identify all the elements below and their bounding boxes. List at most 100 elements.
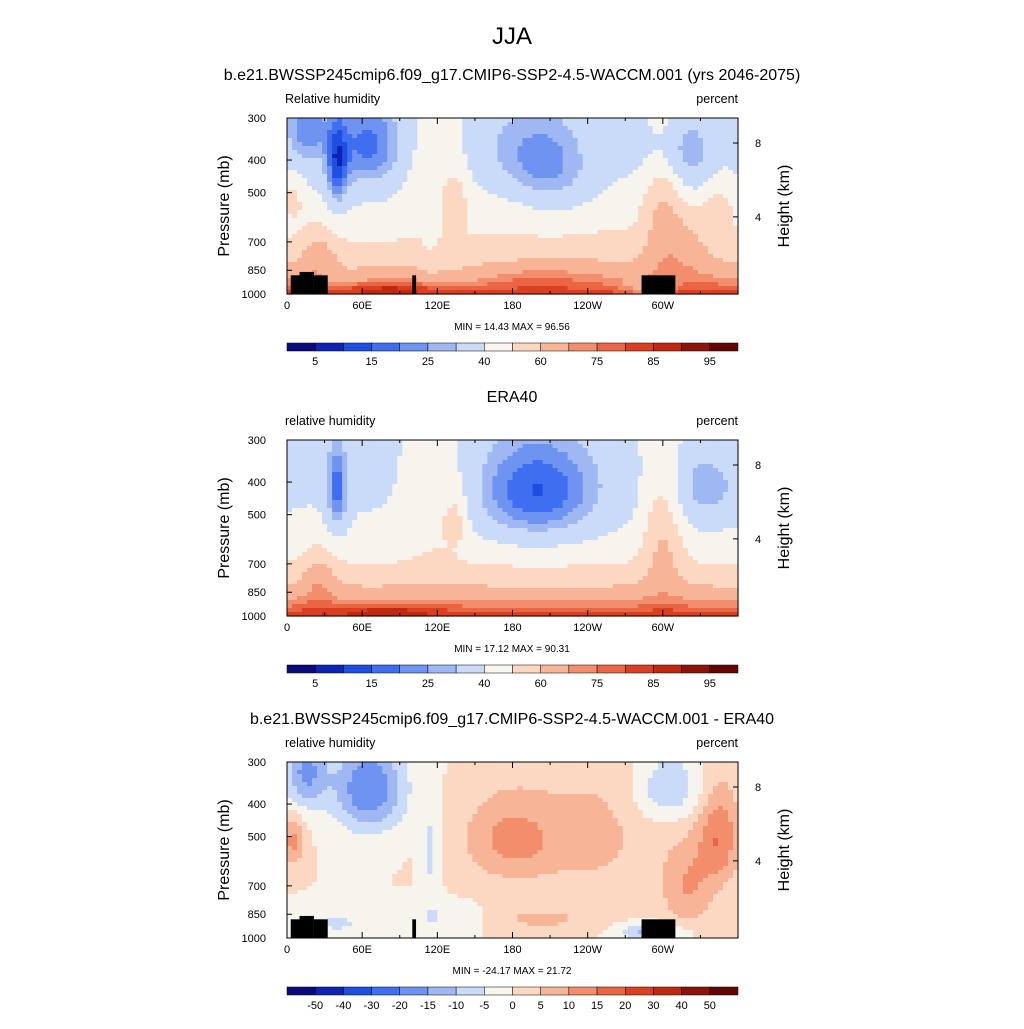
contour-cell [462, 178, 468, 183]
contour-cell [497, 440, 503, 445]
contour-cell [583, 190, 589, 195]
contour-cell [442, 440, 448, 445]
contour-cell [287, 186, 293, 191]
contour-cell [437, 456, 443, 461]
contour-cell [377, 142, 383, 147]
contour-cell [623, 278, 629, 283]
contour-cell [307, 472, 313, 477]
contour-cell [563, 234, 569, 239]
contour-cell [327, 452, 333, 457]
contour-cell [728, 130, 734, 135]
contour-cell [723, 246, 729, 251]
contour-cell [563, 202, 569, 207]
contour-cell [487, 218, 493, 223]
contour-cell [623, 206, 629, 211]
contour-cell [708, 202, 714, 207]
contour-cell [628, 210, 634, 215]
contour-cell [462, 126, 468, 131]
contour-cell [618, 286, 624, 291]
contour-cell [623, 134, 629, 139]
contour-cell [728, 278, 734, 283]
contour-cell [683, 286, 689, 291]
contour-cell [472, 480, 478, 485]
contour-cell [683, 456, 689, 461]
contour-cell [362, 472, 368, 477]
contour-cell [553, 282, 559, 287]
contour-cell [528, 464, 534, 469]
contour-cell [558, 234, 564, 239]
contour-cell [452, 154, 458, 159]
contour-cell [693, 190, 699, 195]
contour-cell [568, 246, 574, 251]
contour-cell [332, 440, 338, 445]
contour-cell [387, 222, 393, 227]
contour-cell [502, 170, 508, 175]
contour-cell [663, 178, 669, 183]
contour-cell [317, 234, 323, 239]
contour-cell [367, 460, 373, 465]
contour-cell [432, 246, 438, 251]
contour-cell [678, 266, 684, 271]
contour-cell [638, 138, 644, 143]
contour-cell [543, 440, 549, 445]
contour-cell [578, 230, 584, 235]
contour-cell [573, 122, 579, 127]
contour-cell [668, 170, 674, 175]
contour-cell [573, 226, 579, 231]
contour-cell [668, 472, 674, 477]
contour-cell [442, 242, 448, 247]
contour-cell [407, 266, 413, 271]
contour-cell [502, 230, 508, 235]
contour-cell [427, 158, 433, 163]
contour-cell [402, 246, 408, 251]
contour-cell [563, 174, 569, 179]
contour-cell [513, 166, 519, 171]
contour-cell [337, 198, 343, 203]
contour-cell [543, 262, 549, 267]
contour-cell [347, 198, 353, 203]
contour-cell [603, 246, 609, 251]
contour-cell [718, 472, 724, 477]
contour-cell [342, 456, 348, 461]
contour-cell [708, 162, 714, 167]
contour-cell [417, 162, 423, 167]
contour-cell [402, 238, 408, 243]
contour-cell [668, 250, 674, 255]
contour-cell [397, 250, 403, 255]
contour-cell [467, 254, 473, 259]
contour-cell [492, 142, 498, 147]
contour-cell [432, 162, 438, 167]
contour-cell [317, 122, 323, 127]
contour-cell [462, 278, 468, 283]
contour-cell [523, 278, 529, 283]
contour-cell [578, 444, 584, 449]
contour-cell [628, 456, 634, 461]
contour-cell [387, 452, 393, 457]
contour-cell [482, 274, 488, 279]
contour-cell [638, 218, 644, 223]
contour-cell [337, 126, 343, 131]
contour-cell [492, 480, 498, 485]
contour-cell [533, 170, 539, 175]
y-tick-label: 500 [248, 188, 266, 200]
contour-cell [548, 154, 554, 159]
contour-cell [357, 166, 363, 171]
contour-cell [362, 444, 368, 449]
contour-cell [703, 202, 709, 207]
contour-cell [477, 440, 483, 445]
contour-cell [362, 182, 368, 187]
contour-cell [578, 146, 584, 151]
contour-cell [703, 270, 709, 275]
contour-cell [507, 242, 513, 247]
contour-cell [447, 182, 453, 187]
contour-cell [372, 270, 378, 275]
contour-cell [307, 166, 313, 171]
contour-cell [658, 254, 664, 259]
contour-cell [718, 226, 724, 231]
contour-cell [728, 218, 734, 223]
contour-cell [287, 258, 293, 263]
contour-cell [578, 234, 584, 239]
contour-cell [623, 174, 629, 179]
contour-cell [332, 118, 338, 123]
contour-cell [678, 122, 684, 127]
